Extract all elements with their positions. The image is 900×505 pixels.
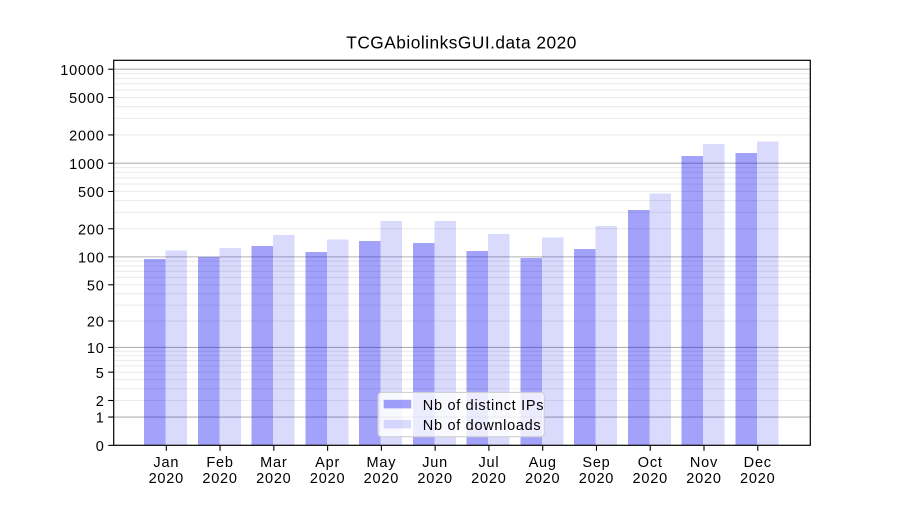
svg-text:5: 5	[96, 366, 105, 382]
svg-text:5000: 5000	[69, 91, 104, 107]
svg-text:2020: 2020	[149, 471, 184, 487]
svg-text:20: 20	[87, 315, 105, 331]
svg-text:2020: 2020	[740, 471, 775, 487]
svg-text:2020: 2020	[417, 471, 452, 487]
svg-text:2020: 2020	[364, 471, 399, 487]
svg-text:2020: 2020	[471, 471, 506, 487]
svg-text:10: 10	[87, 341, 105, 357]
svg-text:Nov: Nov	[690, 455, 718, 471]
svg-text:Mar: Mar	[260, 455, 287, 471]
svg-text:10000: 10000	[60, 63, 104, 79]
svg-text:Sep: Sep	[582, 455, 610, 471]
svg-text:Nb of distinct IPs: Nb of distinct IPs	[423, 398, 544, 414]
svg-text:2020: 2020	[310, 471, 345, 487]
svg-text:Oct: Oct	[638, 455, 663, 471]
svg-text:Jul: Jul	[478, 455, 499, 471]
svg-text:May: May	[366, 455, 396, 471]
svg-text:Aug: Aug	[529, 455, 557, 471]
svg-text:200: 200	[78, 222, 105, 238]
svg-text:Feb: Feb	[206, 455, 233, 471]
svg-text:Jan: Jan	[153, 455, 179, 471]
svg-text:2020: 2020	[256, 471, 291, 487]
svg-text:Apr: Apr	[315, 455, 340, 471]
svg-text:2020: 2020	[525, 471, 560, 487]
svg-text:2020: 2020	[632, 471, 667, 487]
svg-text:500: 500	[78, 185, 105, 201]
svg-text:0: 0	[96, 439, 105, 455]
svg-text:2020: 2020	[202, 471, 237, 487]
svg-text:2020: 2020	[686, 471, 721, 487]
svg-text:100: 100	[78, 250, 105, 266]
svg-text:1000: 1000	[69, 157, 104, 173]
svg-text:Jun: Jun	[422, 455, 448, 471]
svg-text:TCGAbiolinksGUI.data 2020: TCGAbiolinksGUI.data 2020	[346, 33, 577, 53]
svg-text:1: 1	[96, 411, 105, 427]
svg-text:Dec: Dec	[744, 455, 772, 471]
svg-text:50: 50	[87, 278, 105, 294]
svg-text:Nb of downloads: Nb of downloads	[423, 418, 542, 434]
svg-text:2: 2	[96, 394, 105, 410]
svg-text:2000: 2000	[69, 129, 104, 145]
svg-text:2020: 2020	[579, 471, 614, 487]
